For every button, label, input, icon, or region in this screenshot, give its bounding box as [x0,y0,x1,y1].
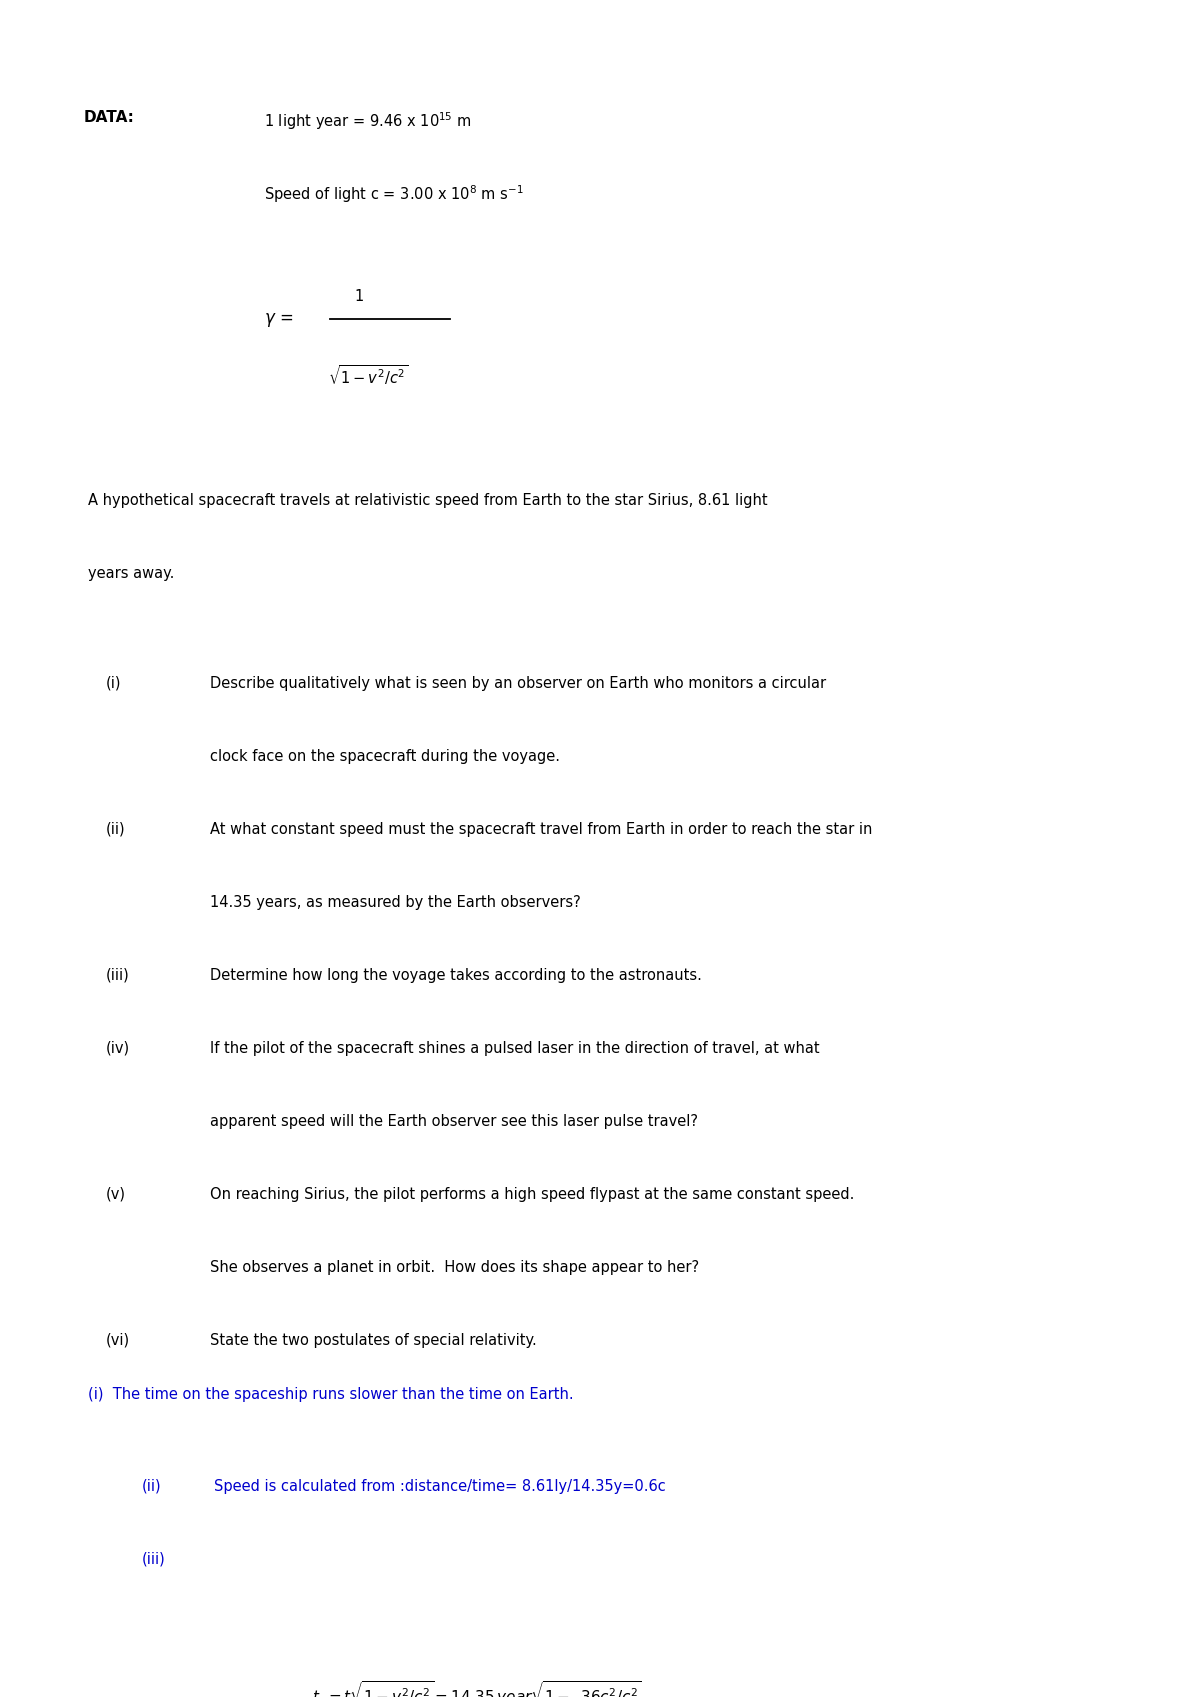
Text: 14.35 years, as measured by the Earth observers?: 14.35 years, as measured by the Earth ob… [210,894,581,910]
Text: 1 light year = 9.46 x 10$^{15}$ m: 1 light year = 9.46 x 10$^{15}$ m [264,110,472,132]
Text: (iv): (iv) [106,1040,130,1056]
Text: Describe qualitatively what is seen by an observer on Earth who monitors a circu: Describe qualitatively what is seen by a… [210,675,826,691]
Text: Determine how long the voyage takes according to the astronauts.: Determine how long the voyage takes acco… [210,967,702,983]
Text: Speed is calculated from :distance/time= 8.61ly/14.35y=0.6c: Speed is calculated from :distance/time=… [214,1478,665,1493]
Text: (iii): (iii) [142,1551,166,1566]
Text: DATA:: DATA: [84,110,134,126]
Text: She observes a planet in orbit.  How does its shape appear to her?: She observes a planet in orbit. How does… [210,1259,700,1274]
Text: At what constant speed must the spacecraft travel from Earth in order to reach t: At what constant speed must the spacecra… [210,821,872,837]
Text: 1: 1 [354,288,364,304]
Text: (v): (v) [106,1186,126,1201]
Text: (i)  The time on the spaceship runs slower than the time on Earth.: (i) The time on the spaceship runs slowe… [88,1386,574,1402]
Text: $\gamma$ =: $\gamma$ = [264,311,293,329]
Text: If the pilot of the spacecraft shines a pulsed laser in the direction of travel,: If the pilot of the spacecraft shines a … [210,1040,820,1056]
Text: Speed of light c = 3.00 x 10$^{8}$ m s$^{-1}$: Speed of light c = 3.00 x 10$^{8}$ m s$^… [264,183,523,205]
Text: (ii): (ii) [106,821,125,837]
Text: (vi): (vi) [106,1332,130,1347]
Text: $t_0 = t\sqrt{1-v^2/c^2} = 14.35\,year\sqrt{1-.36c^2/c^2}$: $t_0 = t\sqrt{1-v^2/c^2} = 14.35\,year\s… [312,1678,642,1697]
Text: (i): (i) [106,675,121,691]
Text: years away.: years away. [88,567,174,582]
Text: A hypothetical spacecraft travels at relativistic speed from Earth to the star S: A hypothetical spacecraft travels at rel… [88,494,767,509]
Text: $\sqrt{1 - v^2/c^2}$: $\sqrt{1 - v^2/c^2}$ [328,363,408,387]
Text: clock face on the spacecraft during the voyage.: clock face on the spacecraft during the … [210,748,560,764]
Text: (ii): (ii) [142,1478,161,1493]
Text: (iii): (iii) [106,967,130,983]
Text: apparent speed will the Earth observer see this laser pulse travel?: apparent speed will the Earth observer s… [210,1113,698,1129]
Text: State the two postulates of special relativity.: State the two postulates of special rela… [210,1332,536,1347]
Text: On reaching Sirius, the pilot performs a high speed flypast at the same constant: On reaching Sirius, the pilot performs a… [210,1186,854,1201]
